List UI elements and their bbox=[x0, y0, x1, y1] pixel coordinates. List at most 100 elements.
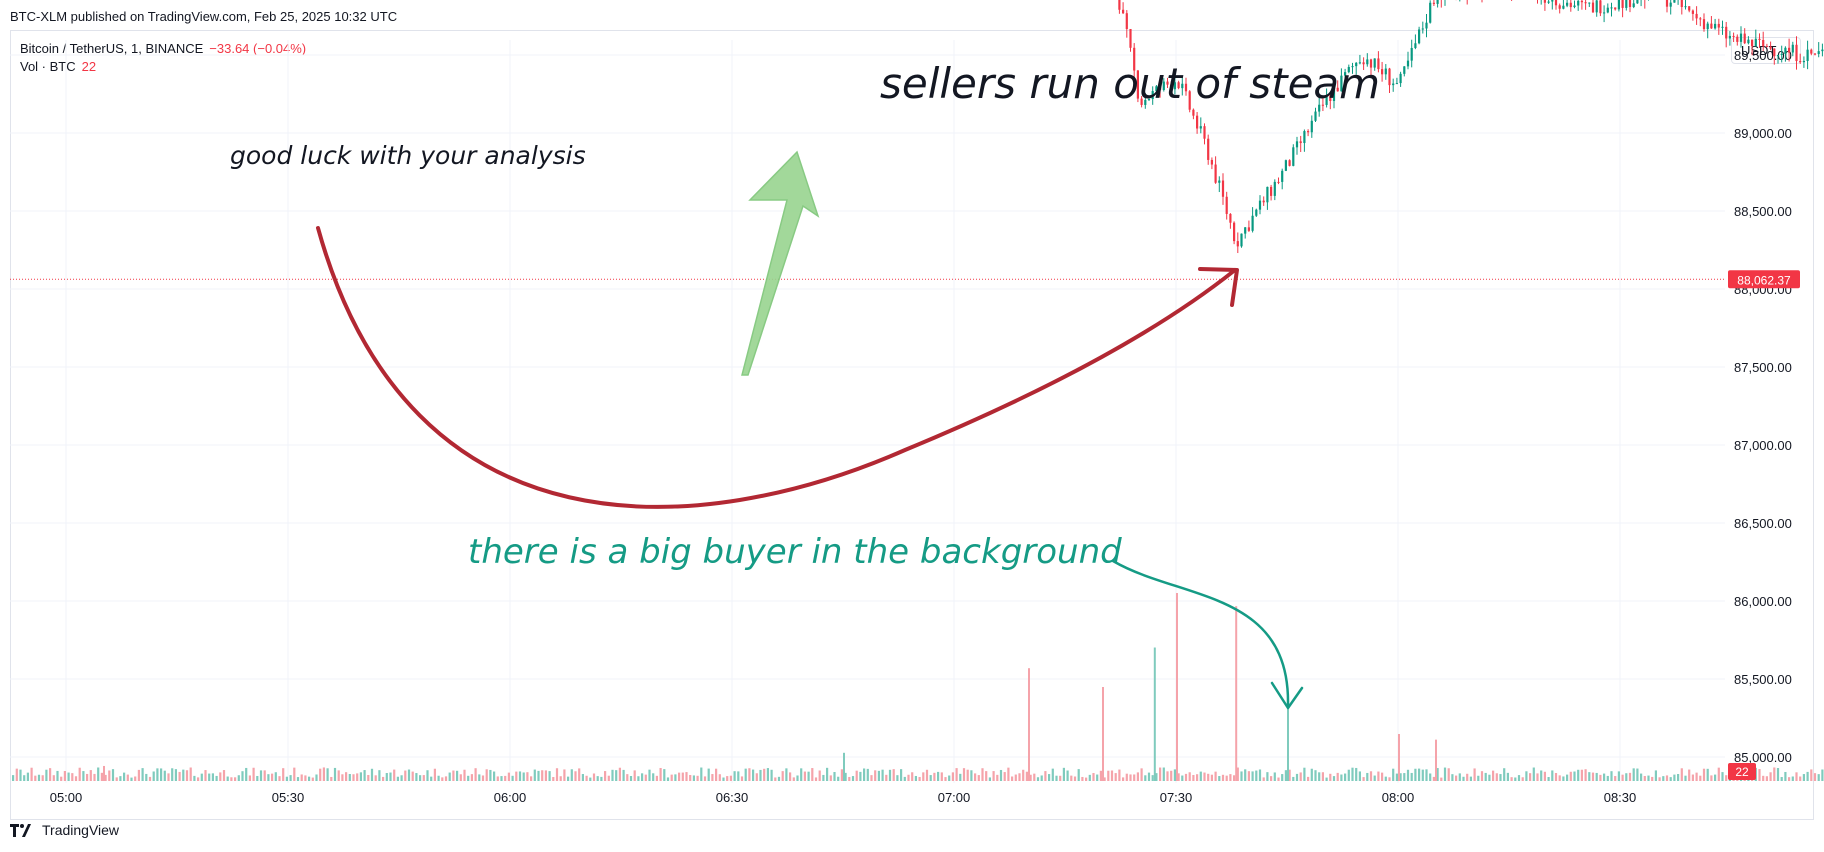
volume-bar bbox=[1495, 773, 1498, 781]
volume-bar bbox=[400, 775, 403, 781]
volume-bar bbox=[848, 776, 851, 781]
volume-bar bbox=[426, 770, 429, 781]
teal-arrow-head-icon bbox=[1270, 681, 1304, 710]
volume-bar bbox=[777, 776, 781, 781]
volume-bar bbox=[193, 775, 196, 781]
volume-bar bbox=[363, 770, 366, 781]
volume-bar bbox=[1566, 774, 1569, 781]
volume-bar bbox=[1543, 771, 1546, 781]
volume-bar bbox=[1014, 774, 1017, 781]
volume-spike-bar bbox=[843, 752, 845, 781]
volume-bar bbox=[837, 776, 840, 781]
candle-body bbox=[1543, 0, 1546, 3]
volume-bar bbox=[1406, 769, 1410, 781]
volume-bar bbox=[1077, 769, 1080, 781]
volume-bar bbox=[996, 774, 999, 781]
candle-body bbox=[1159, 86, 1162, 91]
volume-bar bbox=[526, 772, 529, 781]
volume-bar bbox=[1436, 768, 1439, 781]
volume-bar bbox=[1307, 776, 1310, 781]
volume-bar bbox=[1244, 769, 1247, 781]
candle-body bbox=[1636, 0, 1639, 4]
volume-bar bbox=[71, 773, 74, 781]
volume-bar bbox=[615, 770, 618, 781]
candle-body bbox=[1617, 0, 1620, 10]
volume-bar bbox=[1477, 775, 1480, 781]
volume-bar bbox=[1717, 767, 1720, 781]
volume-bar bbox=[49, 768, 52, 781]
volume-row[interactable]: Vol · BTC 22 bbox=[20, 58, 306, 76]
candle-body bbox=[1281, 170, 1284, 182]
volume-spike-bar bbox=[1398, 734, 1400, 781]
volume-bar bbox=[951, 772, 954, 781]
volume-bar bbox=[215, 775, 218, 781]
volume-bar bbox=[481, 775, 485, 781]
volume-bar bbox=[763, 768, 766, 781]
volume-bar bbox=[1177, 773, 1180, 781]
volume-bar bbox=[208, 773, 211, 781]
candle-body bbox=[1665, 0, 1669, 7]
volume-bar bbox=[885, 774, 888, 781]
volume-bar bbox=[881, 769, 884, 781]
volume-spike-bar bbox=[1153, 647, 1156, 781]
volume-bar bbox=[104, 774, 107, 781]
volume-bar bbox=[888, 769, 892, 781]
volume-bar bbox=[985, 771, 988, 781]
volume-bar bbox=[1073, 776, 1077, 781]
candle-body bbox=[1739, 33, 1743, 42]
volume-bar bbox=[1048, 774, 1051, 781]
volume-bar bbox=[1813, 773, 1817, 781]
volume-bar bbox=[592, 773, 596, 781]
candle-body bbox=[1299, 141, 1302, 144]
volume-bar bbox=[63, 771, 66, 781]
candle-body bbox=[1344, 72, 1347, 76]
volume-bar bbox=[185, 770, 189, 781]
candle-body bbox=[1251, 215, 1254, 231]
volume-spike-bar bbox=[1028, 668, 1030, 781]
volume-bar bbox=[559, 776, 562, 781]
volume-bar bbox=[1295, 773, 1299, 781]
candle-body bbox=[1632, 3, 1635, 8]
volume-bar bbox=[289, 775, 292, 781]
volume-bar bbox=[1373, 775, 1376, 781]
footer: TradingView bbox=[10, 822, 119, 838]
annotation-sellers: sellers run out of steam bbox=[880, 59, 1380, 108]
volume-bar bbox=[1377, 771, 1380, 781]
volume-bar bbox=[907, 774, 910, 781]
candle-body bbox=[1310, 120, 1313, 133]
volume-bar bbox=[1096, 774, 1099, 781]
volume-bar bbox=[145, 773, 148, 781]
volume-bar bbox=[322, 767, 325, 781]
volume-bar bbox=[900, 769, 903, 781]
volume-bar bbox=[1273, 772, 1276, 781]
volume-bar bbox=[108, 770, 111, 781]
volume-bar bbox=[574, 771, 577, 781]
volume-bar bbox=[740, 776, 744, 781]
volume-bar bbox=[1628, 772, 1632, 781]
volume-bar bbox=[374, 775, 377, 781]
volume-bar bbox=[1184, 773, 1188, 781]
volume-bar bbox=[1384, 776, 1387, 781]
volume-bar bbox=[1480, 771, 1484, 781]
volume-bar bbox=[1125, 773, 1128, 781]
price-change: −33.64 (−0.04%) bbox=[209, 41, 307, 56]
volume-bar bbox=[1029, 774, 1032, 781]
volume-bar bbox=[1765, 776, 1768, 781]
volume-bar bbox=[1007, 767, 1010, 781]
volume-bar bbox=[544, 770, 547, 781]
candle-body bbox=[1606, 7, 1609, 13]
candle-body bbox=[1340, 75, 1343, 92]
volume-bar bbox=[800, 768, 803, 781]
candle-body bbox=[1802, 60, 1805, 63]
volume-bar bbox=[141, 768, 144, 781]
volume-bar bbox=[781, 771, 784, 781]
volume-bar bbox=[1110, 770, 1114, 781]
volume-bar bbox=[533, 769, 536, 781]
volume-bar bbox=[1492, 770, 1495, 781]
volume-bar bbox=[870, 775, 873, 781]
volume-bar bbox=[937, 771, 940, 781]
candle-body bbox=[1721, 26, 1724, 28]
candle-body bbox=[1133, 47, 1136, 71]
volume-bar bbox=[729, 775, 732, 781]
